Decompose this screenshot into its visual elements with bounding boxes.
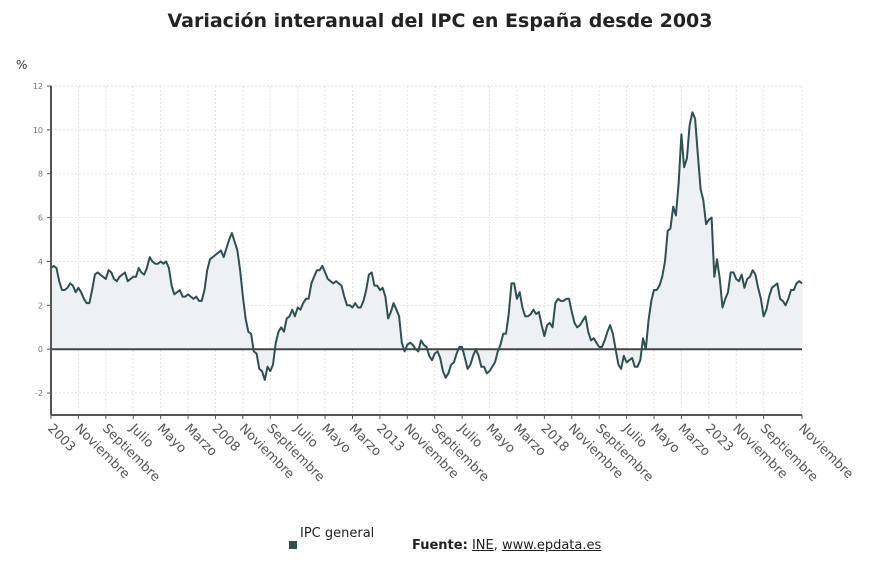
- source-prefix: Fuente:: [412, 538, 468, 553]
- source-note: Fuente: INE, www.epdata.es: [412, 538, 601, 553]
- x-tick-label: Mayo: [647, 421, 682, 456]
- y-tick-label: -2: [35, 389, 43, 398]
- x-tick-label: Mayo: [154, 421, 189, 456]
- legend-label: IPC general: [300, 526, 375, 541]
- y-tick-label: 12: [33, 82, 43, 91]
- legend-swatch: [289, 541, 297, 549]
- y-tick-label: 8: [38, 170, 43, 179]
- source-link-ine[interactable]: INE: [471, 538, 494, 553]
- x-tick-label: Mayo: [318, 421, 353, 456]
- x-tick-label: 2003: [44, 421, 78, 455]
- source-separator: ,: [493, 538, 498, 553]
- y-tick-label: 6: [38, 214, 43, 223]
- x-tick-label: Mayo: [483, 421, 518, 456]
- series-area: [51, 112, 802, 380]
- source-link-epdata[interactable]: www.epdata.es: [502, 538, 602, 553]
- chart-title: Variación interanual del IPC en España d…: [167, 10, 713, 32]
- series-line-ipc-general: [50, 111, 803, 381]
- y-tick-label: 2: [38, 301, 43, 310]
- y-tick-label: 10: [33, 126, 43, 135]
- y-tick-label: 4: [38, 257, 43, 266]
- y-tick-label: 0: [38, 345, 43, 354]
- y-axis-label: %: [16, 58, 28, 72]
